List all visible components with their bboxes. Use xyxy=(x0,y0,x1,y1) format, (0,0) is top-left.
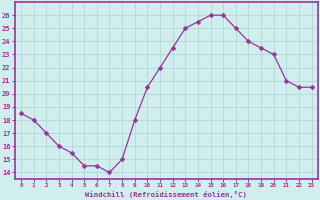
X-axis label: Windchill (Refroidissement éolien,°C): Windchill (Refroidissement éolien,°C) xyxy=(85,191,247,198)
